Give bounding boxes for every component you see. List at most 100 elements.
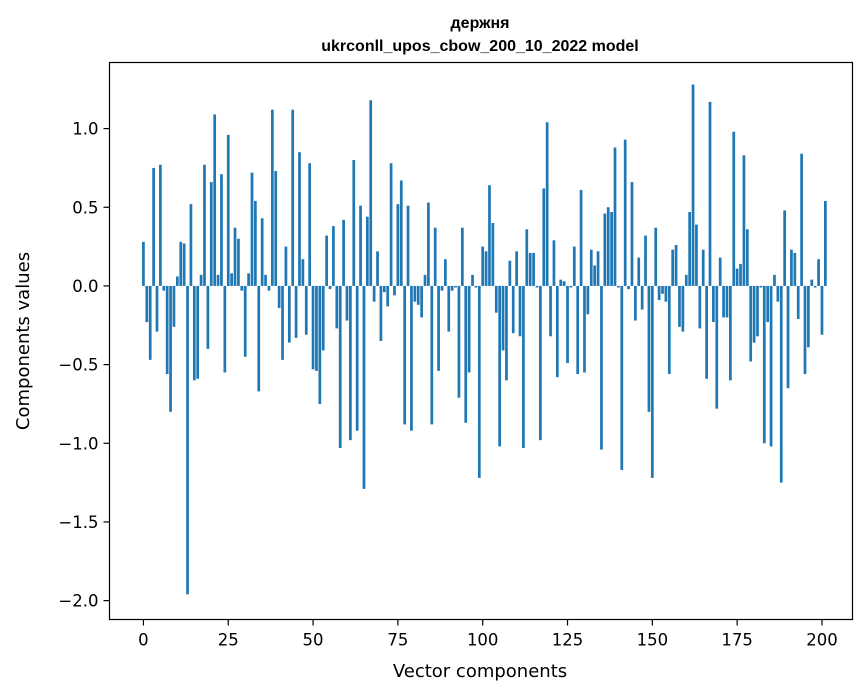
bar: [511, 285, 515, 334]
bar: [304, 285, 308, 335]
chart-subtitle: ukrconll_upos_cbow_200_10_2022 model: [321, 38, 638, 55]
bar: [793, 252, 797, 286]
bar: [382, 285, 386, 293]
bar: [498, 285, 502, 447]
bar: [688, 211, 691, 286]
bar: [342, 219, 345, 286]
bar: [579, 189, 583, 286]
bar: [220, 174, 223, 286]
bar: [454, 285, 457, 288]
bar: [372, 285, 376, 302]
bar: [583, 285, 586, 373]
bar: [803, 285, 807, 375]
bar: [464, 285, 468, 423]
bar: [776, 285, 780, 302]
bar: [610, 211, 613, 286]
bar: [562, 281, 566, 286]
bar: [223, 285, 227, 373]
bar: [284, 246, 288, 286]
x-axis: 0 25 50 75 100 125 150 175 200: [138, 619, 838, 650]
y-tick-label: 0.5: [72, 198, 98, 217]
bar: [206, 285, 210, 349]
bar: [430, 285, 434, 425]
bar: [247, 273, 250, 286]
y-tick-label: −2.0: [58, 592, 98, 611]
bar: [745, 229, 749, 286]
bar: [779, 285, 783, 483]
bar: [169, 285, 172, 412]
bar: [359, 205, 362, 286]
bar: [559, 279, 563, 286]
bar: [260, 218, 264, 286]
bar: [267, 285, 271, 291]
bar: [230, 273, 233, 286]
bar: [379, 285, 383, 341]
bar: [142, 241, 145, 286]
bar: [824, 200, 827, 286]
x-tick-label: 0: [138, 631, 149, 650]
bar: [182, 243, 186, 286]
bar: [759, 285, 763, 288]
bar: [705, 285, 708, 379]
bar: [644, 235, 647, 286]
bar: [325, 235, 328, 286]
bar: [484, 251, 488, 286]
bar: [488, 185, 491, 286]
x-tick-label: 100: [467, 631, 499, 650]
bar: [617, 285, 620, 288]
bar: [226, 134, 230, 286]
bar: [630, 182, 634, 286]
bar: [572, 246, 576, 286]
bar: [505, 285, 508, 381]
bar: [338, 285, 342, 448]
bar: [749, 285, 753, 362]
bar: [172, 285, 176, 327]
bar: [637, 257, 641, 286]
bar: [311, 285, 315, 370]
bar: [148, 285, 152, 360]
bar: [650, 285, 654, 478]
bar: [718, 257, 722, 286]
bar: [762, 285, 766, 444]
plot-frame: [108, 61, 854, 621]
bar: [460, 227, 464, 286]
bar: [403, 285, 407, 425]
bar: [240, 285, 244, 291]
bar: [555, 285, 559, 378]
bar: [437, 285, 440, 371]
bar: [552, 240, 556, 286]
bar: [566, 285, 569, 364]
bar: [627, 285, 630, 290]
chart-title: держня: [451, 15, 510, 32]
bar: [315, 285, 318, 371]
bar: [722, 285, 725, 318]
bar: [535, 285, 539, 288]
bar: [820, 285, 824, 335]
bar: [162, 285, 166, 291]
bar: [213, 114, 217, 286]
bar: [790, 249, 793, 286]
bar: [176, 276, 179, 286]
bar: [209, 182, 213, 286]
bar: [640, 285, 644, 310]
bar: [145, 285, 149, 323]
bar: [603, 213, 607, 286]
bar: [796, 285, 800, 319]
bar: [613, 147, 617, 286]
bar: [308, 163, 312, 286]
bar: [667, 285, 671, 375]
y-axis: −2.0 −1.5 −1.0 −0.5 0.0 0.5 1.0: [58, 120, 110, 611]
bar: [155, 285, 159, 332]
y-tick-label: −0.5: [58, 356, 98, 375]
bar: [542, 188, 546, 286]
bar: [545, 122, 549, 286]
bar: [444, 259, 447, 286]
bar: [800, 153, 803, 286]
bar: [661, 285, 664, 294]
bar: [766, 285, 770, 323]
bar: [457, 285, 461, 398]
bar: [450, 285, 454, 291]
bar: [321, 285, 325, 351]
bar: [518, 285, 522, 337]
y-tick-label: 0.0: [72, 277, 98, 296]
